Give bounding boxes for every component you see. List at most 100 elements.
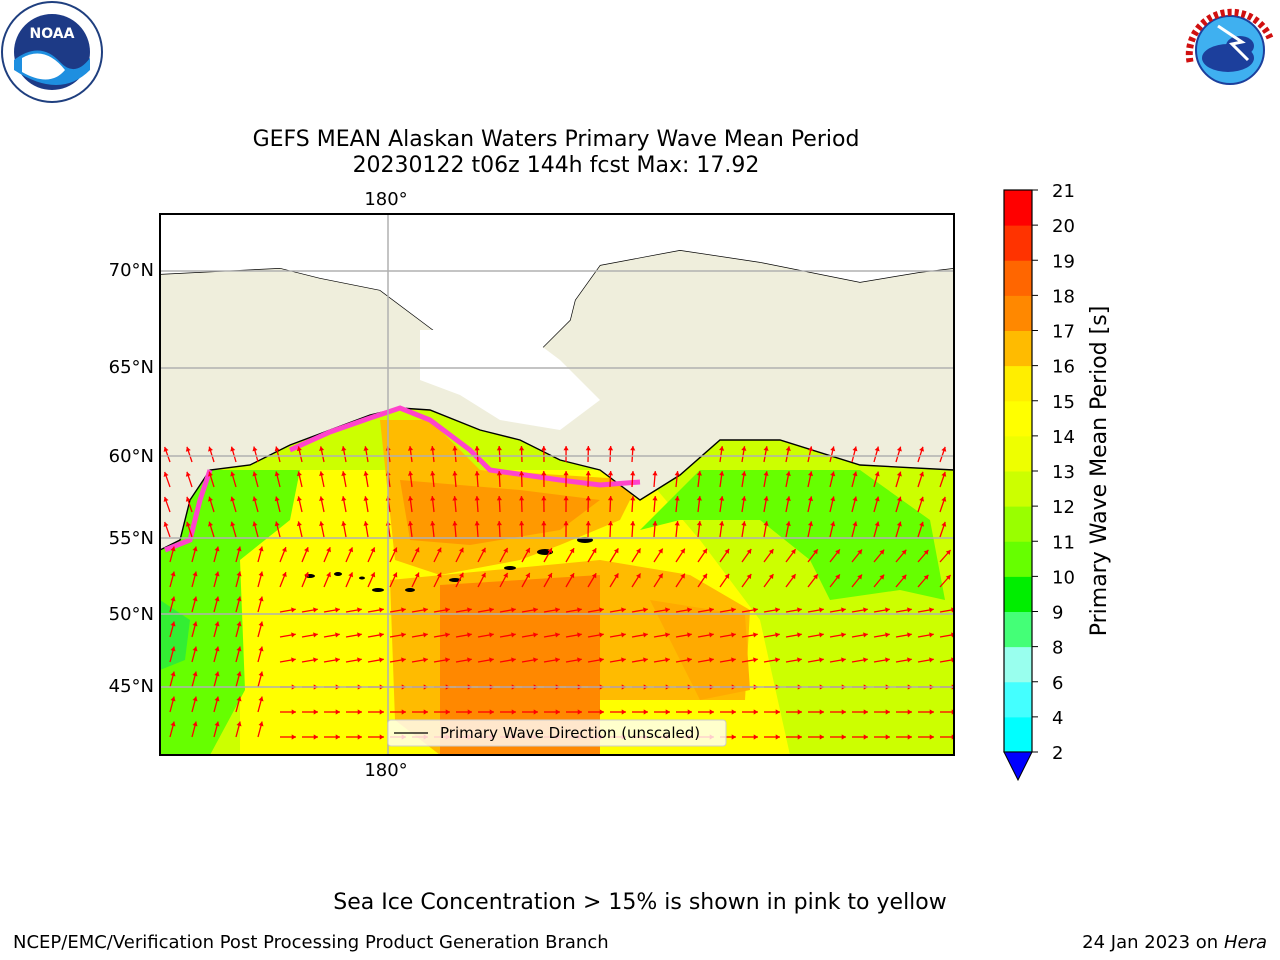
wave-arrow-head [291,607,296,613]
wave-arrow-head [236,571,242,577]
wave-arrow-head [577,657,582,663]
wave-arrow-head [643,632,648,638]
colorbar-segment [1004,541,1032,577]
wave-arrow-head [775,657,780,663]
wave-arrow-head [489,657,494,663]
wave-arrow-head [252,496,258,502]
colorbar-segment [1004,190,1032,226]
wave-arrow-head [819,734,824,740]
colorbar-tick-label: 9 [1052,603,1063,624]
wave-arrow-head [941,496,947,502]
wave-arrow-head [941,471,947,477]
colorbar-segment [1004,225,1032,261]
wave-arrow-head [363,521,369,526]
wave-arrow-head [719,471,725,476]
wave-arrow-head [907,709,912,715]
wave-arrow-head [236,721,242,727]
wave-arrow-head [830,446,836,452]
wave-arrow-head [879,574,885,580]
wave-arrow-head [719,446,725,451]
wave-arrow-head [753,607,758,613]
title-line-1: GEFS MEAN Alaskan Waters Primary Wave Me… [252,127,860,152]
wave-arrow-head [652,471,658,476]
wave-arrow-head [785,521,791,527]
wave-arrow-head [467,709,472,715]
wave-arrow-head [296,471,302,477]
wave-arrow-head [547,548,553,554]
wave-arrow-head [941,521,947,527]
wave-arrow-head [591,548,597,554]
wave-arrow-head [709,632,714,638]
wave-arrow-head [907,607,912,613]
wave-arrow-head [258,646,264,652]
wave-arrow-head [775,607,780,613]
wave-arrow-head [807,446,814,452]
colorbar-tick-label: 18 [1052,286,1075,307]
colorbar-segment [1004,365,1032,402]
wave-arrow-head [852,446,858,452]
wave-arrow-head [185,496,191,502]
wave-arrow-head [370,572,376,578]
wave-arrow-head [445,657,450,663]
wave-arrow-head [258,596,264,602]
wave-arrow-head [192,671,198,677]
lon-label-top: 180° [364,189,407,210]
wave-arrow-head [555,607,560,613]
wave-arrow-head [768,574,774,580]
wave-arrow-head [929,734,934,740]
wave-arrow-head [519,471,525,476]
wave-arrow-head [503,547,508,553]
wave-arrow-head [430,446,436,451]
wave-arrow-head [313,709,318,715]
wave-arrow-head [696,521,702,526]
wave-arrow-head [885,632,890,638]
wave-arrow-head [341,521,347,526]
lat-label-45: 45°N [109,676,154,697]
colorbar-tick-label: 19 [1052,251,1075,272]
colorbar: 21 20 19 18 17 16 15 14 13 12 11 10 9 8 6 4 2 [1003,181,1075,782]
wave-arrow-head [170,546,176,552]
wave-arrow-head [533,607,538,613]
colorbar-segment [1004,646,1032,683]
wave-arrow-head [709,657,714,663]
wave-arrow-head [185,446,191,452]
wave-arrow-head [901,574,907,580]
wave-arrow-head [341,496,347,501]
wave-arrow-head [291,632,296,638]
map-frame [159,213,955,756]
wave-arrow-head [819,709,824,715]
wave-arrow-head [857,574,863,580]
wave-arrow-head [474,496,480,501]
wave-arrow-head [724,573,730,579]
wave-arrow-head [923,574,929,580]
wave-arrow-head [585,471,591,476]
wave-arrow-head [458,547,464,553]
colorbar-tick-label: 10 [1052,567,1075,588]
wave-arrow-head [763,521,769,526]
lat-label-70: 70°N [109,260,154,281]
wave-arrow-head [830,471,836,477]
wave-arrow-head [768,549,774,555]
wave-arrow-head [830,521,836,527]
wave-arrow-head [607,521,614,526]
wave-arrow-head [319,521,325,527]
wave-arrow-head [407,446,414,451]
wave-arrow-head [630,521,636,526]
wave-arrow-head [555,632,560,638]
wave-arrow-head [775,632,780,638]
wave-arrow-head [607,471,614,476]
wave-arrow-head [291,734,296,740]
wave-arrow-head [208,521,213,527]
wave-arrow-head [599,709,604,715]
wave-arrow-head [525,547,530,553]
wave-arrow-head [474,471,480,476]
wave-arrow-head [533,657,538,663]
wave-arrow-head [741,471,747,476]
wave-arrow-head [236,671,242,677]
colorbar-tick-label: 13 [1052,462,1075,483]
wave-arrow-head [775,709,780,715]
wave-arrow-head [585,496,591,501]
wave-arrow-head [496,446,502,451]
wave-arrow-head [414,572,420,578]
wave-arrow-head [563,446,569,451]
